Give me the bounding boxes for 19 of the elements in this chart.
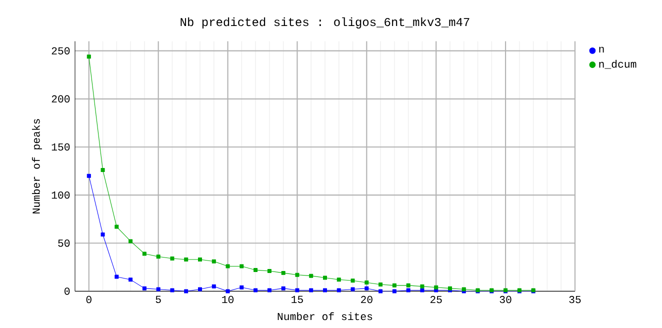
y-tick-label: 50	[58, 240, 70, 247]
y-tick-label: 150	[52, 143, 70, 151]
x-tick-label: 35	[569, 296, 581, 304]
x-tick-label: 25	[430, 296, 442, 304]
y-tick-label: 250	[52, 47, 70, 54]
legend-label: n_dcum	[599, 60, 636, 69]
x-tick-label: 10	[222, 296, 234, 304]
y-tick-label: 0	[64, 288, 70, 295]
chart-title: Nb predicted sites : oligos_6nt_mkv3_m47	[180, 17, 470, 29]
x-tick-label: 30	[500, 296, 512, 304]
y-axis-title: Number of peaks	[32, 119, 42, 214]
x-tick-label: 20	[361, 296, 372, 304]
y-tick-label: 200	[52, 95, 70, 103]
x-axis-title: Number of sites	[278, 312, 372, 320]
legend-label: n	[599, 46, 604, 53]
y-tick-label: 100	[52, 191, 70, 199]
x-tick-label: 5	[156, 296, 161, 304]
x-tick-label: 15	[292, 296, 303, 304]
x-tick-label: 0	[86, 296, 92, 304]
